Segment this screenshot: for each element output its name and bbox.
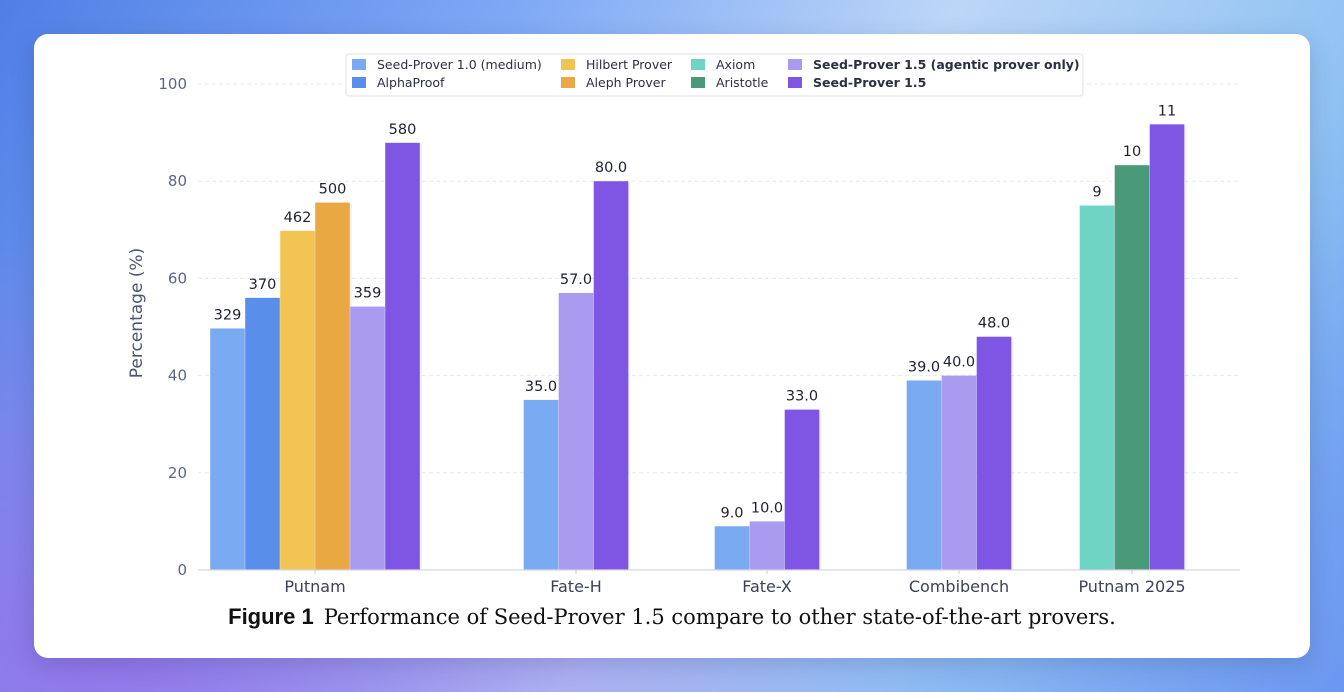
bar-value-label: 33.0 (786, 389, 818, 405)
bar-putnam-seed-prover-1-5 (385, 142, 420, 570)
bar-value-label: 370 (249, 277, 277, 293)
figure-caption: Figure 1 Performance of Seed-Prover 1.5 c… (34, 604, 1310, 630)
bar-fate-x-seed-prover-1-0-medium (714, 526, 750, 570)
bar-value-labels: 329 370 462 500 359 580 35.0 57.0 80.0 9.0 10.0 33.… (214, 103, 1177, 521)
bar-value-label: 9 (1092, 185, 1101, 201)
legend-swatch (561, 77, 575, 88)
legend-label: Axiom (716, 57, 755, 72)
legend-label: Aristotle (716, 75, 769, 90)
y-axis-label: Percentage (%) (127, 248, 147, 378)
y-tick-label: 60 (168, 269, 187, 287)
bars (210, 124, 1187, 571)
bar-value-label: 39.0 (908, 359, 940, 375)
bar-fate-h-seed-prover-1-5-agentic-prover-only (558, 292, 594, 570)
legend-label: AlphaProof (377, 75, 445, 90)
bar-fate-h-seed-prover-1-0-medium (523, 399, 559, 570)
bar-putnam-seed-prover-1-5-agentic-prover-only (350, 306, 385, 570)
bar-value-label: 11 (1158, 103, 1176, 119)
y-tick-label: 40 (168, 367, 187, 385)
x-tick-label: Fate-X (742, 577, 792, 596)
y-tick-label: 80 (168, 172, 187, 190)
y-axis: 0 20 40 60 80 100 (158, 75, 187, 579)
legend-swatch (691, 59, 705, 70)
legend-swatch (561, 59, 575, 70)
x-tick-label: Putnam 2025 (1078, 577, 1185, 596)
bar-combibench-seed-prover-1-5-agentic-prover-only (941, 375, 977, 570)
bar-fate-h-seed-prover-1-5 (593, 181, 629, 570)
bar-putnam-alphaproof (245, 297, 280, 570)
bar-value-label: 35.0 (525, 379, 557, 395)
bar-chart: 0 20 40 60 80 100 Percentage (%) 329 370 462 500… (127, 53, 1240, 596)
bar-value-label: 48.0 (978, 316, 1010, 332)
bar-value-label: 9.0 (720, 505, 743, 521)
x-tick-label: Putnam (284, 577, 345, 596)
bar-putnam-2025-seed-prover-1-5 (1149, 124, 1185, 570)
bar-putnam-2025-aristotle (1114, 165, 1150, 571)
bar-putnam-2025-axiom (1079, 205, 1115, 570)
figure-label: Figure 1 (228, 604, 314, 629)
legend-label: Hilbert Prover (586, 57, 673, 72)
figure-caption-text: Performance of Seed-Prover 1.5 compare t… (323, 605, 1116, 629)
legend-label: Aleph Prover (586, 75, 666, 90)
legend-label: Seed-Prover 1.5 (agentic prover only) (813, 57, 1080, 72)
x-axis: Putnam Fate-H Fate-X Combibench Putnam 2025 (198, 569, 1240, 596)
bar-value-label: 10.0 (751, 500, 783, 516)
legend-swatch (352, 59, 366, 70)
figure-card: 0 20 40 60 80 100 Percentage (%) 329 370 462 500… (34, 34, 1310, 658)
legend-swatch (691, 77, 705, 88)
bar-putnam-hilbert-prover (280, 230, 315, 570)
y-tick-label: 100 (158, 75, 187, 93)
bar-value-label: 462 (284, 210, 312, 226)
bar-putnam-seed-prover-1-0-medium (210, 328, 245, 570)
bar-value-label: 80.0 (595, 160, 627, 176)
bar-putnam-aleph-prover (315, 202, 350, 571)
x-tick-label: Fate-H (550, 577, 601, 596)
y-tick-label: 0 (177, 561, 187, 579)
bar-value-label: 10 (1123, 144, 1141, 160)
legend-swatch (788, 59, 802, 70)
legend-swatch (352, 77, 366, 88)
bar-value-label: 500 (319, 182, 347, 198)
bar-value-label: 57.0 (560, 272, 592, 288)
bar-fate-x-seed-prover-1-5 (784, 409, 820, 570)
bar-value-label: 359 (354, 286, 382, 302)
bar-combibench-seed-prover-1-5 (976, 336, 1012, 570)
x-tick-label: Combibench (909, 577, 1009, 596)
bar-value-label: 580 (389, 122, 417, 138)
legend-swatch (788, 77, 802, 88)
legend-label: Seed-Prover 1.0 (medium) (377, 57, 542, 72)
legend: Seed-Prover 1.0 (medium) AlphaProof Hilber… (345, 53, 1084, 97)
bar-value-label: 40.0 (943, 355, 975, 371)
legend-label: Seed-Prover 1.5 (813, 75, 926, 90)
legend-box (345, 53, 1084, 97)
bar-value-label: 329 (214, 307, 242, 323)
y-tick-label: 20 (168, 464, 187, 482)
bar-fate-x-seed-prover-1-5-agentic-prover-only (749, 521, 785, 570)
bar-combibench-seed-prover-1-0-medium (906, 380, 942, 570)
